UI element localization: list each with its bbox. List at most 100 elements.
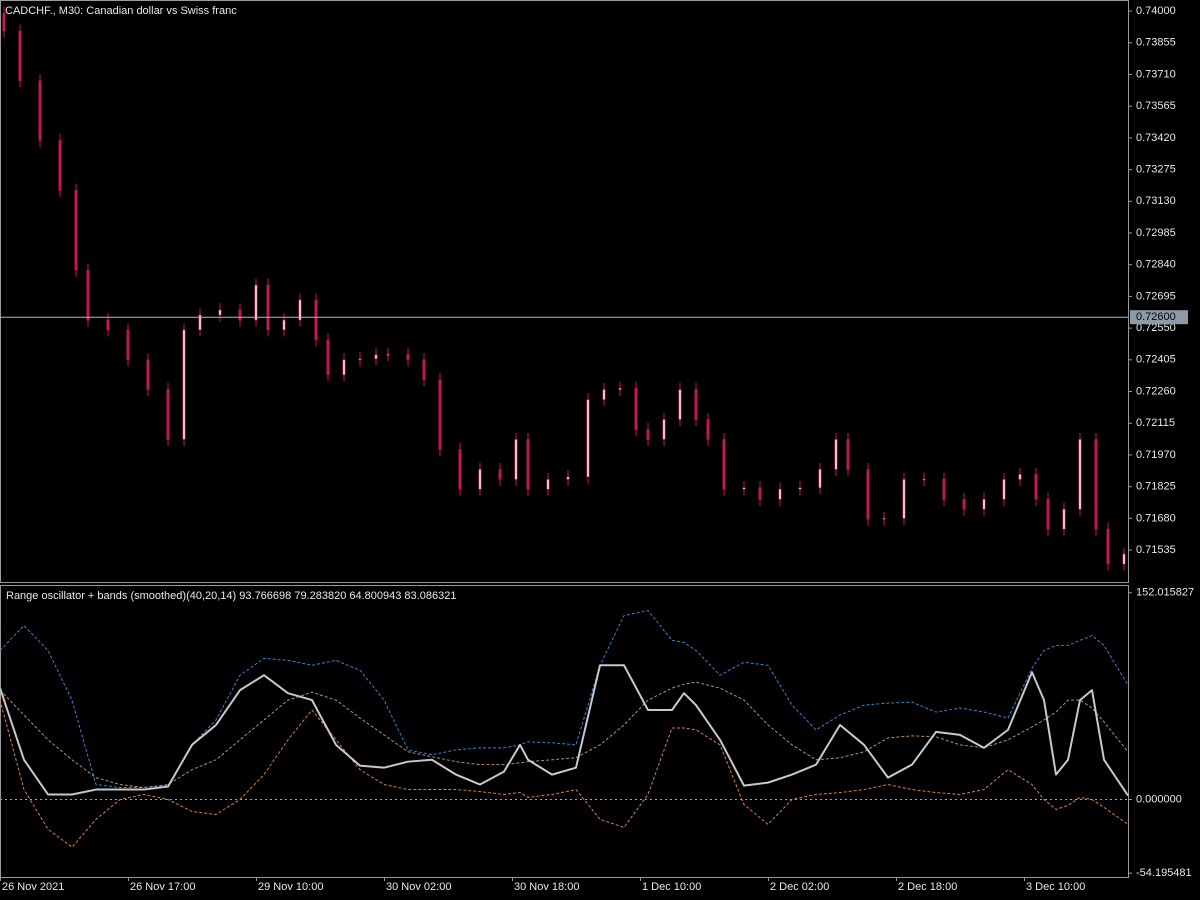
series-line <box>0 681 1129 789</box>
candle-body <box>646 429 650 440</box>
candle-body <box>254 284 258 321</box>
x-tick-label: 30 Nov 18:00 <box>514 881 579 893</box>
candle-body <box>106 319 110 331</box>
candle-body <box>722 439 726 490</box>
candle-body <box>1094 439 1098 530</box>
candle-body <box>406 354 410 361</box>
candle-body <box>798 487 802 490</box>
y-tick-label: 0.71535 <box>1136 544 1176 556</box>
chart-title: CADCHF., M30: Canadian dollar vs Swiss f… <box>5 5 237 17</box>
y-tick-label: 0.74000 <box>1136 5 1176 17</box>
candle-body <box>834 439 838 470</box>
candle-body <box>982 499 986 510</box>
candle-body <box>358 358 362 361</box>
y-tick-label: 0.71970 <box>1136 449 1176 461</box>
candle-body <box>74 190 78 271</box>
candle-body <box>1062 508 1066 530</box>
candle-body <box>662 419 666 440</box>
candle-body <box>18 30 22 82</box>
series-line <box>0 699 1129 848</box>
y-tick-label: 0.73275 <box>1136 163 1176 175</box>
candle-body <box>586 399 590 478</box>
y-tick-label: 0.72260 <box>1136 385 1176 397</box>
candle-body <box>374 354 378 359</box>
candle-body <box>1018 474 1022 480</box>
candle-body <box>1106 528 1110 565</box>
candle-body <box>678 389 682 420</box>
x-tick-label: 29 Nov 10:00 <box>258 881 323 893</box>
x-tick-label: 3 Dec 10:00 <box>1026 881 1085 893</box>
y-tick-label: 0.73130 <box>1136 195 1176 207</box>
candle-body <box>238 309 242 321</box>
candle-body <box>706 419 710 440</box>
candle-body <box>422 359 426 380</box>
candle-body <box>314 299 318 341</box>
y-tick-label: 0.72550 <box>1136 322 1176 334</box>
y-tick-label: 152.015827 <box>1136 587 1194 599</box>
candle-body <box>266 284 270 331</box>
candle-body <box>758 487 762 500</box>
y-tick-label: 0.73565 <box>1136 100 1176 112</box>
candle-body <box>882 518 886 520</box>
price-label-box <box>1130 310 1188 325</box>
y-tick-label: 0.71825 <box>1136 481 1176 493</box>
candle-body <box>866 469 870 520</box>
candle-body <box>778 489 782 500</box>
y-tick-label: 0.72985 <box>1136 227 1176 239</box>
candle-body <box>818 469 822 489</box>
candle-body <box>942 478 946 500</box>
candle-body <box>146 359 150 390</box>
x-tick-label: 2 Dec 02:00 <box>770 881 829 893</box>
candle-body <box>298 299 302 321</box>
candle-body <box>962 499 966 510</box>
price-label: 0.72600 <box>1136 311 1176 323</box>
y-tick-label: 0.72115 <box>1136 417 1175 429</box>
candle-body <box>326 339 330 375</box>
y-tick-label: 0.72840 <box>1136 259 1176 271</box>
candle-body <box>546 479 550 490</box>
y-tick-label: 0.73710 <box>1136 68 1176 80</box>
candle-body <box>342 359 346 375</box>
candle-body <box>478 469 482 490</box>
candle-body <box>282 319 286 331</box>
candle-body <box>2 12 6 32</box>
candle-body <box>166 389 170 440</box>
candle-body <box>1034 474 1038 500</box>
candle-body <box>742 487 746 490</box>
candle-body <box>218 309 222 316</box>
series-line <box>0 664 1129 797</box>
x-tick-label: 26 Nov 17:00 <box>130 881 195 893</box>
candle-body <box>902 479 906 519</box>
candle-body <box>38 80 42 141</box>
y-tick-label: 0.72695 <box>1136 290 1176 302</box>
candle-body <box>58 140 62 191</box>
candle-body <box>438 379 442 450</box>
candle-body <box>602 389 606 400</box>
candle-body <box>1122 553 1126 565</box>
y-tick-label: 0.000000 <box>1136 793 1182 805</box>
candle-body <box>618 388 622 390</box>
oscillator-panel-frame <box>0 585 1129 878</box>
y-tick-label: -54.195481 <box>1136 867 1192 879</box>
candle-body <box>458 449 462 490</box>
candle-body <box>1078 439 1082 510</box>
candle-body <box>514 439 518 480</box>
candle-body <box>694 389 698 420</box>
x-tick-label: 1 Dec 10:00 <box>642 881 701 893</box>
candle-body <box>386 354 390 356</box>
candle-body <box>198 314 202 331</box>
candle-body <box>182 329 186 440</box>
candle-body <box>1002 479 1006 500</box>
candle-body <box>566 476 570 480</box>
candle-body <box>634 388 638 430</box>
y-tick-label: 0.72405 <box>1136 354 1176 366</box>
candle-body <box>498 469 502 480</box>
price-panel-frame <box>0 0 1129 583</box>
candle-body <box>86 269 90 321</box>
y-tick-label: 0.73420 <box>1136 132 1176 144</box>
candle-body <box>922 478 926 481</box>
y-tick-label: 0.71680 <box>1136 512 1176 524</box>
x-tick-label: 30 Nov 02:00 <box>386 881 451 893</box>
